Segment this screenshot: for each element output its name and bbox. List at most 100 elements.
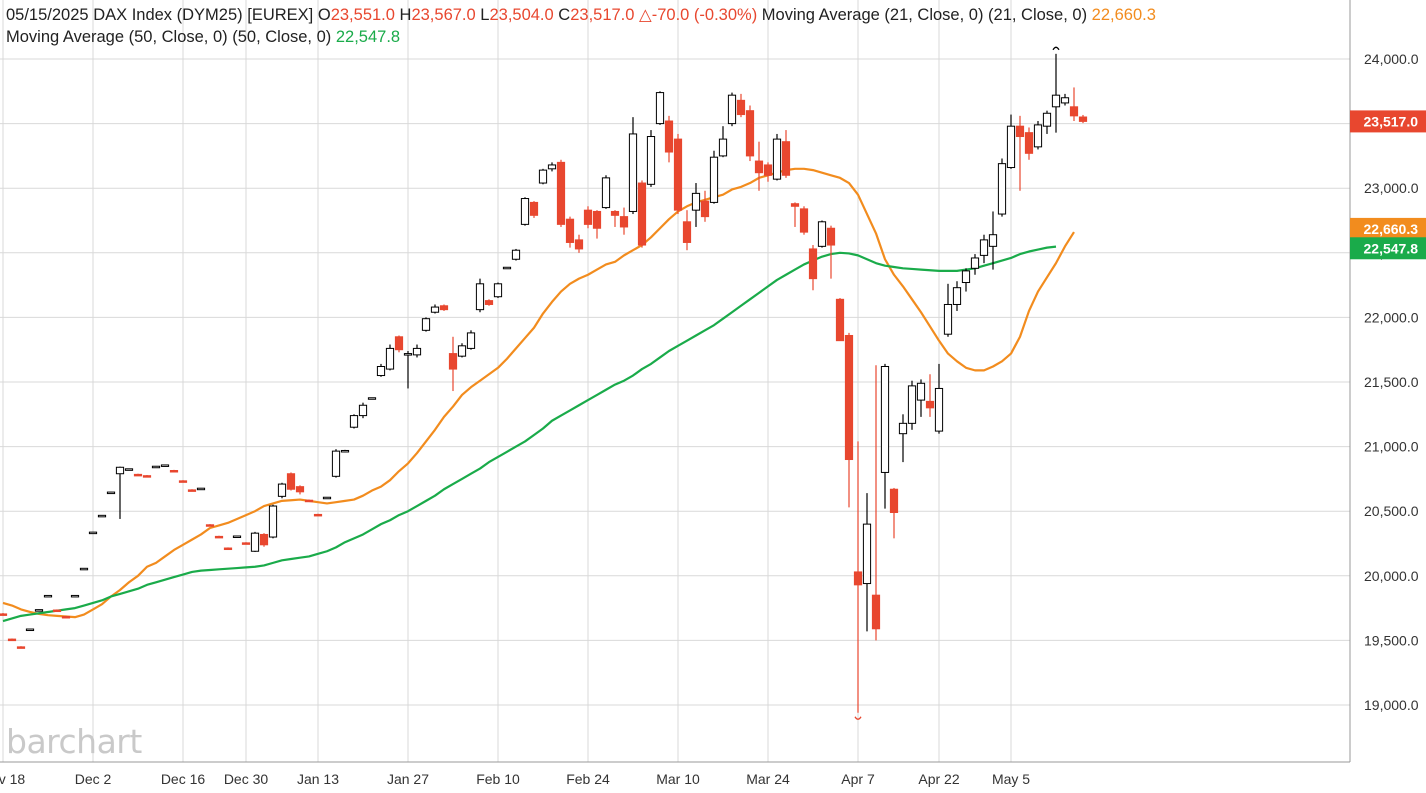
instrument-name: DAX Index (DYM25) [EUREX] [93, 6, 314, 24]
candle-body [1024, 132, 1034, 154]
candle-body [592, 210, 602, 229]
candle-body [925, 400, 935, 409]
candle-body [493, 283, 503, 298]
candle-body [673, 138, 683, 211]
candle-body [196, 487, 206, 491]
candle-body [763, 164, 773, 176]
candle-body [646, 136, 656, 185]
candle-body [1051, 94, 1061, 108]
candle-body [295, 486, 305, 493]
open-label: O [317, 6, 331, 24]
x-tick-label: Jan 27 [387, 771, 429, 787]
candle-body [259, 533, 269, 546]
candle-body [178, 480, 188, 483]
y-tick-label: 20,500.0 [1364, 503, 1419, 519]
candle-body [691, 192, 701, 211]
candle-body [169, 470, 179, 473]
y-tick-label: 22,000.0 [1364, 309, 1419, 325]
candle-body [223, 547, 233, 551]
close-label: C [558, 6, 571, 24]
low-value: 23,504.0 [489, 6, 554, 24]
candle-body [601, 177, 611, 209]
candle-body [907, 385, 917, 424]
x-tick-label: Mar 10 [656, 771, 700, 787]
candle-body [826, 227, 836, 246]
candle-body [268, 505, 278, 538]
candle-body [952, 287, 962, 305]
high-value: 23,567.0 [411, 6, 476, 24]
candle-body [799, 208, 809, 233]
candle-body [286, 473, 296, 490]
x-tick-label: Feb 10 [476, 771, 520, 787]
candle-body [313, 513, 323, 517]
y-tick-label: 19,500.0 [1364, 632, 1419, 648]
x-tick-label: Apr 22 [918, 771, 959, 787]
candle-body [376, 365, 386, 377]
y-tick-label: 21,500.0 [1364, 374, 1419, 390]
last-price-tag-bg [1350, 110, 1426, 133]
candle-body [88, 531, 98, 535]
candle-body [133, 473, 143, 477]
x-tick-label: Nov 18 [0, 771, 25, 787]
candle-body [241, 542, 251, 545]
candle-body [160, 464, 170, 467]
ma21-legend-label: Moving Average (21, Close, 0) (21, Close… [761, 6, 1088, 24]
candle-body [331, 450, 341, 477]
candle-body [16, 646, 26, 649]
candle-body [349, 415, 359, 428]
candle-body [151, 465, 161, 469]
x-tick-label: May 5 [992, 771, 1030, 787]
candle-body [979, 239, 989, 256]
candle-body [556, 161, 566, 225]
candle-body [1060, 97, 1070, 104]
candle-body [187, 489, 197, 492]
ma50-price-tag-text: 22,547.8 [1364, 240, 1419, 256]
candle-body [997, 163, 1007, 215]
candle-body [754, 160, 764, 174]
candle-body [934, 387, 944, 432]
candle-body [403, 353, 413, 356]
ma21-price-tag-text: 22,660.3 [1364, 221, 1419, 237]
candle-body [430, 306, 440, 313]
candle-body [502, 266, 512, 270]
candle-body [214, 535, 224, 539]
last-price-tag-text: 23,517.0 [1364, 113, 1419, 129]
candle-body [232, 535, 242, 539]
legend-line-price: 05/15/2025 DAX Index (DYM25) [EUREX] O23… [6, 4, 1156, 26]
candle-body [304, 499, 314, 503]
candle-body [106, 491, 116, 495]
candle-body [448, 353, 458, 370]
candle-body [988, 234, 998, 247]
ma50-line [2, 245, 1057, 623]
candle-body [844, 334, 854, 461]
candle-body [943, 303, 953, 335]
candle-body [583, 209, 593, 225]
candle-body [1015, 125, 1025, 138]
candle-body [79, 567, 89, 571]
candle-body [25, 628, 35, 632]
candle-body [367, 397, 377, 400]
candle-body [655, 92, 665, 125]
candle-body [682, 221, 692, 243]
candle-body [1078, 116, 1088, 122]
candle-body [43, 594, 53, 598]
y-tick-label: 21,000.0 [1364, 439, 1419, 455]
high-label: H [399, 6, 412, 24]
y-tick-label: 24,000.0 [1364, 51, 1419, 67]
candle-body [880, 365, 890, 473]
candle-body [709, 156, 719, 203]
low-label: L [480, 6, 490, 24]
candle-body [34, 609, 44, 612]
candle-body [700, 200, 710, 218]
candle-body [277, 483, 287, 497]
candle-body [1033, 124, 1043, 148]
candle-body [664, 120, 674, 153]
candle-body [745, 110, 755, 157]
open-value: 23,551.0 [330, 6, 395, 24]
candle-body [889, 488, 899, 513]
candle-body [511, 249, 521, 260]
x-tick-label: Apr 7 [841, 771, 875, 787]
candle-body [1006, 125, 1016, 169]
candle-body [628, 133, 638, 212]
